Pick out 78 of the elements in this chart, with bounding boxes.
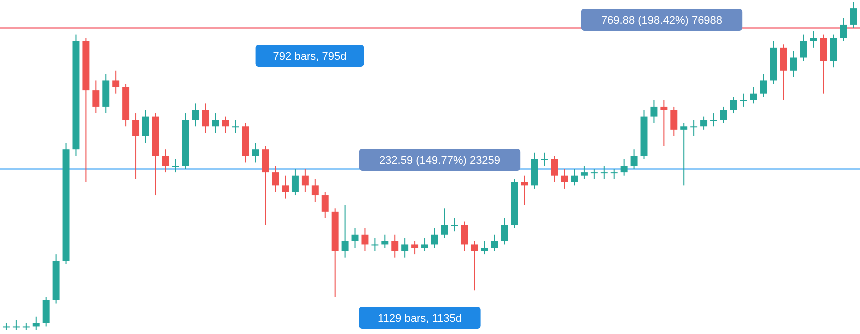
candlestick: [142, 110, 150, 144]
candlestick: [222, 116, 230, 134]
candlestick: [481, 240, 488, 256]
candlestick: [551, 156, 558, 183]
candlestick: [630, 149, 638, 170]
candlestick: [650, 100, 658, 124]
candlestick: [412, 240, 419, 256]
candlestick: [680, 122, 688, 186]
candlestick: [620, 158, 628, 176]
candlestick: [740, 93, 748, 108]
candlestick: [162, 149, 170, 174]
candlestick: [600, 166, 608, 180]
annotation: 1129 bars, 1135d: [378, 313, 462, 325]
candlestick: [392, 234, 399, 258]
candlestick: [132, 113, 140, 180]
candlestick: [172, 158, 180, 174]
candlestick: [402, 238, 409, 258]
candlestick: [312, 178, 319, 203]
candlestick: [431, 228, 438, 248]
candlestick: [541, 152, 548, 166]
candlestick: [750, 86, 758, 104]
candlestick: [521, 175, 528, 206]
candlestick: [112, 70, 120, 94]
candlestick: [422, 238, 429, 252]
candlestick: [441, 208, 448, 239]
candlestick: [760, 74, 768, 98]
candlestick: [362, 228, 369, 252]
candlestick: [730, 96, 738, 114]
candlestick: [660, 100, 668, 147]
label-box: 769.88 (198.42%) 76988: [581, 9, 743, 31]
candlestick: [461, 221, 468, 252]
candlestick: [42, 296, 50, 328]
annotation: 232.59 (149.77%) 23259: [379, 155, 501, 167]
candlestick: [372, 238, 379, 252]
candlestick: [471, 240, 478, 292]
candlestick: [451, 218, 458, 232]
candlestick: [690, 120, 698, 137]
candlestick: [571, 168, 578, 186]
candlestick: [322, 192, 329, 219]
annotation: 769.88 (198.42%) 76988: [601, 15, 723, 27]
candlestick: [830, 34, 838, 68]
candlestick: [272, 166, 280, 193]
candlestick: [342, 204, 349, 258]
candlestick: [800, 34, 808, 62]
candlestick: [810, 31, 818, 48]
label-box: 232.59 (149.77%) 23259: [359, 149, 521, 171]
annotation: 792 bars, 795d: [273, 51, 347, 63]
candlestick: [670, 106, 678, 137]
candlestick: [352, 228, 359, 248]
candlestick: [590, 168, 598, 180]
candlestick: [580, 166, 588, 180]
candlestick: [710, 113, 718, 128]
candlestick: [382, 234, 389, 248]
label-box: 1129 bars, 1135d: [359, 307, 481, 329]
candlestick: [790, 50, 798, 78]
candlestick: [202, 103, 210, 134]
candlestick: [252, 142, 260, 164]
candlestick: [232, 120, 240, 134]
candlestick: [610, 168, 618, 180]
candlestick: [192, 103, 200, 128]
candlestick: [92, 80, 100, 114]
candlestick: [820, 34, 828, 94]
label-box: 792 bars, 795d: [256, 45, 364, 67]
candlestick: [32, 316, 40, 330]
candlestick: [12, 320, 20, 330]
candlestick: [850, 2, 858, 29]
candlestick: [720, 106, 728, 124]
candlestick: [262, 146, 270, 226]
candlestick: [292, 168, 299, 196]
candlestick: [700, 116, 708, 130]
candlestick: [212, 113, 220, 134]
candlestick: [780, 44, 788, 101]
candlestick: [491, 234, 498, 252]
candlestick: [302, 168, 309, 193]
candlestick: [501, 218, 508, 246]
candlestick: [840, 18, 848, 42]
candlestick: [561, 168, 568, 190]
candlestick: [282, 175, 289, 200]
